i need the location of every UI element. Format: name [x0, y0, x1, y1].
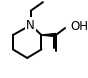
Text: OH: OH: [70, 20, 88, 33]
Text: N: N: [26, 19, 35, 32]
Polygon shape: [41, 33, 56, 37]
